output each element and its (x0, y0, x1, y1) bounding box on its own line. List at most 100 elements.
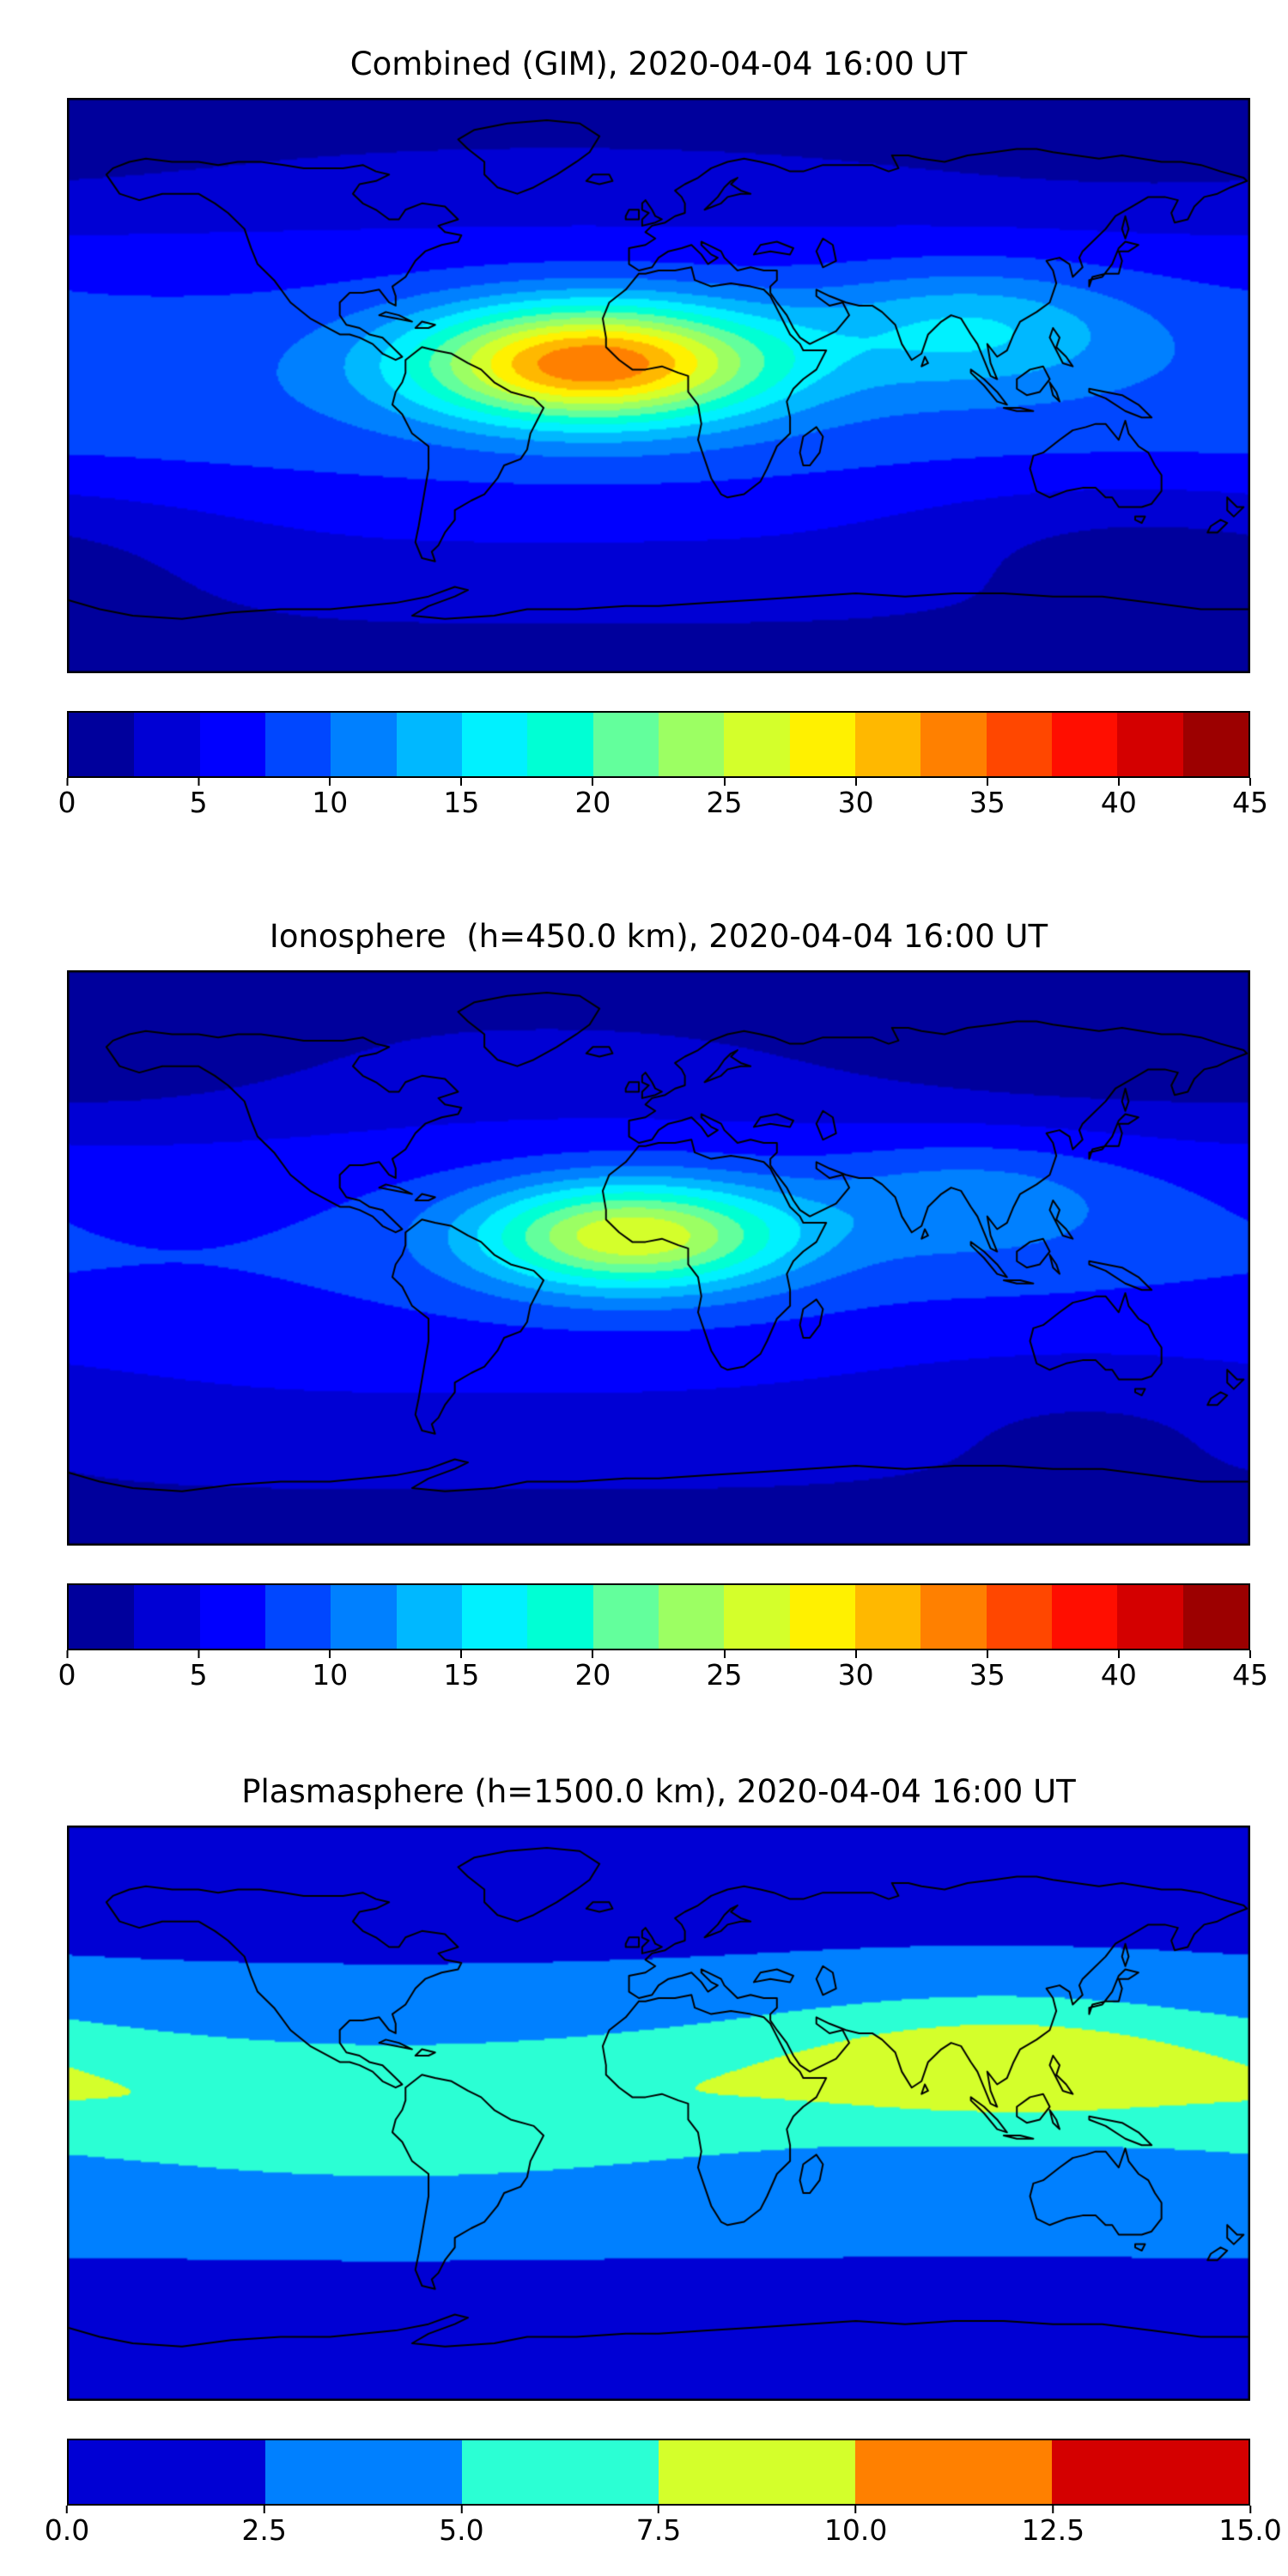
colorbar-segment (396, 713, 462, 776)
colorbar-segment (1117, 713, 1183, 776)
colorbar-segment (724, 713, 790, 776)
colorbar-segment (658, 1585, 725, 1649)
colorbar-segment (199, 1585, 265, 1649)
colorbar-tick-mark (66, 1650, 68, 1658)
colorbar-tick: 45 (1232, 1650, 1268, 1691)
colorbar-tick-label: 15 (443, 786, 480, 819)
colorbar-tick: 0 (58, 778, 76, 818)
colorbar-segment (1052, 2440, 1249, 2504)
colorbar-segment (986, 1585, 1052, 1649)
colorbar-tick-label: 15 (443, 1658, 480, 1692)
colorbar-tick-mark (657, 2506, 659, 2513)
plasmasphere-title: Plasmasphere (h=1500.0 km), 2020-04-04 1… (241, 1773, 1076, 1810)
panel-plasmasphere: Plasmasphere (h=1500.0 km), 2020-04-04 1… (45, 1765, 1282, 2559)
colorbar-tick-label: 10 (312, 786, 349, 819)
colorbar-tick-label: 10.0 (823, 2513, 888, 2547)
colorbar-segment (854, 1585, 921, 1649)
colorbar-tick: 30 (838, 1650, 874, 1691)
colorbar-tick-mark (1052, 2506, 1054, 2513)
panel-ionosphere: Ionosphere (h=450.0 km), 2020-04-04 16:0… (58, 910, 1269, 1704)
colorbar-segment (69, 713, 135, 776)
colorbar-tick-label: 5.0 (439, 2513, 484, 2547)
colorbar-tick: 5 (190, 778, 208, 818)
colorbar-tick: 35 (969, 778, 1005, 818)
colorbar-tick-mark (460, 778, 463, 786)
colorbar-tick-label: 35 (969, 786, 1005, 819)
colorbar-tick-mark (854, 2506, 857, 2513)
colorbar-tick-mark (1117, 1650, 1120, 1658)
colorbar-tick: 10 (312, 778, 348, 818)
colorbar-segment (789, 713, 855, 776)
colorbar-segment (199, 713, 265, 776)
colorbar-tick-mark (723, 1650, 726, 1658)
colorbar-tick-label: 35 (969, 1658, 1005, 1692)
colorbar-tick-label: 20 (574, 786, 611, 819)
colorbar-segment (134, 713, 200, 776)
colorbar-tick-label: 0 (58, 1658, 76, 1692)
colorbar-segment (527, 1585, 593, 1649)
colorbar-segment (920, 713, 987, 776)
colorbar-segment (1117, 1585, 1183, 1649)
colorbar-tick-label: 12.5 (1021, 2513, 1085, 2547)
colorbar-segment (854, 713, 921, 776)
colorbar-segment (658, 713, 725, 776)
colorbar-tick-mark (65, 2506, 68, 2513)
colorbar-tick-mark (986, 1650, 988, 1658)
colorbar-tick-mark (854, 1650, 857, 1658)
colorbar-segment (331, 713, 397, 776)
combined-colorbar (67, 711, 1250, 778)
ionosphere-colorbar (67, 1583, 1250, 1650)
colorbar-tick: 0.0 (45, 2506, 89, 2546)
colorbar-segment (592, 713, 659, 776)
colorbar-tick-mark (1249, 2506, 1251, 2513)
colorbar-tick-label: 15.0 (1218, 2513, 1282, 2547)
colorbar-tick-label: 40 (1100, 1658, 1137, 1692)
colorbar-segment (264, 713, 331, 776)
colorbar-tick-label: 5 (189, 1658, 208, 1692)
plasmasphere-tec-map (67, 1826, 1250, 2401)
colorbar-tick: 0 (58, 1650, 76, 1691)
colorbar-segment (461, 713, 528, 776)
colorbar-tick-label: 10 (312, 1658, 349, 1692)
colorbar-tick-mark (329, 1650, 331, 1658)
colorbar-tick: 45 (1232, 778, 1268, 818)
colorbar-tick-label: 0 (58, 786, 76, 819)
colorbar-segment (1051, 1585, 1118, 1649)
colorbar-tick: 20 (574, 1650, 611, 1691)
colorbar-tick-mark (1249, 778, 1251, 786)
colorbar-segment (134, 1585, 200, 1649)
colorbar-tick-mark (854, 778, 857, 786)
colorbar-tick: 7.5 (636, 2506, 681, 2546)
colorbar-tick: 5 (190, 1650, 208, 1691)
colorbar-segment (724, 1585, 790, 1649)
colorbar-tick-mark (1249, 1650, 1251, 1658)
colorbar-tick-label: 2.5 (241, 2513, 287, 2547)
colorbar-tick-mark (1117, 778, 1120, 786)
colorbar-tick-mark (66, 778, 68, 786)
colorbar-tick-label: 45 (1232, 1658, 1268, 1692)
colorbar-tick: 30 (838, 778, 874, 818)
colorbar-segment (1051, 713, 1118, 776)
colorbar-tick-label: 30 (837, 786, 874, 819)
plasmasphere-colorbar-ticks: 0.0 2.5 5.0 7.5 10.0 12.5 15.0 (45, 2506, 1282, 2559)
colorbar-tick: 15 (443, 778, 479, 818)
colorbar-segment (592, 1585, 659, 1649)
combined-tec-map (67, 98, 1250, 673)
colorbar-tick-label: 45 (1232, 786, 1268, 819)
colorbar-segment (396, 1585, 462, 1649)
ionosphere-tec-map (67, 970, 1250, 1546)
plasmasphere-colorbar (67, 2439, 1250, 2506)
colorbar-segment (265, 2440, 462, 2504)
colorbar-tick-label: 30 (837, 1658, 874, 1692)
colorbar-tick-label: 25 (706, 1658, 743, 1692)
colorbar-segment (1182, 1585, 1249, 1649)
colorbar-tick-mark (592, 778, 594, 786)
colorbar-tick-mark (329, 778, 331, 786)
colorbar-segment (69, 1585, 135, 1649)
panel-combined: Combined (GIM), 2020-04-04 16:00 UT 0 5 10… (58, 38, 1269, 831)
colorbar-tick-label: 25 (706, 786, 743, 819)
colorbar-tick-mark (460, 1650, 463, 1658)
colorbar-segment (986, 713, 1052, 776)
colorbar-tick-mark (723, 778, 726, 786)
colorbar-segment (331, 1585, 397, 1649)
